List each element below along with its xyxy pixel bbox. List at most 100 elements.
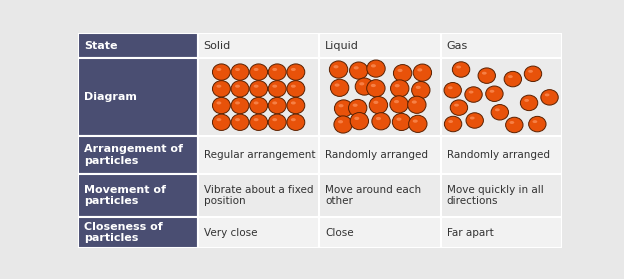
- Ellipse shape: [359, 82, 364, 85]
- Ellipse shape: [272, 85, 277, 88]
- Ellipse shape: [354, 66, 359, 69]
- Ellipse shape: [376, 117, 381, 120]
- Ellipse shape: [394, 84, 400, 87]
- Ellipse shape: [371, 64, 376, 68]
- Ellipse shape: [272, 68, 277, 71]
- Ellipse shape: [254, 85, 258, 88]
- Ellipse shape: [413, 64, 432, 81]
- Ellipse shape: [505, 117, 523, 133]
- Ellipse shape: [454, 104, 459, 107]
- FancyBboxPatch shape: [78, 58, 198, 136]
- Ellipse shape: [217, 85, 222, 88]
- Ellipse shape: [469, 91, 474, 93]
- Ellipse shape: [231, 81, 249, 97]
- Text: Move around each
other: Move around each other: [325, 185, 421, 206]
- Ellipse shape: [490, 90, 494, 93]
- FancyBboxPatch shape: [198, 33, 319, 58]
- Ellipse shape: [291, 85, 296, 88]
- Ellipse shape: [254, 101, 258, 104]
- Ellipse shape: [482, 72, 487, 75]
- Ellipse shape: [212, 64, 230, 80]
- Ellipse shape: [504, 71, 522, 87]
- Ellipse shape: [448, 86, 452, 89]
- Ellipse shape: [272, 101, 277, 104]
- Ellipse shape: [485, 86, 503, 102]
- Ellipse shape: [212, 114, 230, 131]
- Ellipse shape: [349, 62, 368, 79]
- Ellipse shape: [448, 120, 453, 123]
- Ellipse shape: [369, 97, 388, 114]
- Ellipse shape: [466, 113, 484, 128]
- Text: Closeness of
particles: Closeness of particles: [84, 222, 163, 243]
- Ellipse shape: [268, 97, 286, 114]
- Text: Close: Close: [325, 228, 354, 238]
- Ellipse shape: [532, 120, 537, 123]
- Ellipse shape: [452, 62, 470, 77]
- Text: Solid: Solid: [203, 41, 231, 51]
- Ellipse shape: [412, 81, 430, 99]
- Ellipse shape: [212, 97, 230, 114]
- Ellipse shape: [291, 101, 296, 104]
- Ellipse shape: [291, 68, 296, 71]
- Ellipse shape: [334, 83, 339, 87]
- Ellipse shape: [268, 64, 286, 80]
- Ellipse shape: [470, 117, 475, 119]
- Ellipse shape: [367, 60, 385, 77]
- FancyBboxPatch shape: [319, 33, 441, 58]
- Ellipse shape: [287, 97, 305, 114]
- Ellipse shape: [394, 100, 399, 103]
- FancyBboxPatch shape: [319, 174, 441, 217]
- Ellipse shape: [287, 64, 305, 80]
- Text: State: State: [84, 41, 117, 51]
- Ellipse shape: [235, 101, 240, 104]
- Ellipse shape: [396, 117, 401, 121]
- Ellipse shape: [391, 80, 409, 97]
- Ellipse shape: [407, 96, 426, 113]
- FancyBboxPatch shape: [319, 217, 441, 248]
- FancyBboxPatch shape: [198, 217, 319, 248]
- Ellipse shape: [412, 100, 417, 104]
- Ellipse shape: [409, 115, 427, 133]
- Ellipse shape: [217, 68, 222, 71]
- Ellipse shape: [528, 70, 533, 73]
- Ellipse shape: [524, 99, 529, 102]
- Ellipse shape: [393, 64, 412, 82]
- Ellipse shape: [235, 85, 240, 88]
- Ellipse shape: [371, 84, 376, 87]
- Ellipse shape: [329, 61, 348, 78]
- Ellipse shape: [217, 101, 222, 104]
- Text: Very close: Very close: [203, 228, 257, 238]
- Text: Regular arrangement: Regular arrangement: [203, 150, 315, 160]
- Ellipse shape: [444, 116, 462, 132]
- Ellipse shape: [287, 114, 305, 131]
- Ellipse shape: [508, 75, 513, 78]
- Ellipse shape: [390, 96, 408, 113]
- Ellipse shape: [478, 68, 495, 83]
- Ellipse shape: [353, 104, 358, 107]
- Ellipse shape: [250, 64, 268, 80]
- FancyBboxPatch shape: [441, 58, 562, 136]
- FancyBboxPatch shape: [319, 58, 441, 136]
- Ellipse shape: [217, 118, 222, 121]
- Text: Move quickly in all
directions: Move quickly in all directions: [447, 185, 544, 206]
- Ellipse shape: [254, 118, 258, 121]
- Ellipse shape: [334, 116, 353, 133]
- FancyBboxPatch shape: [78, 217, 198, 248]
- Text: Randomly arranged: Randomly arranged: [447, 150, 550, 160]
- Ellipse shape: [250, 97, 268, 114]
- FancyBboxPatch shape: [198, 58, 319, 136]
- Ellipse shape: [465, 87, 482, 102]
- Text: Vibrate about a fixed
position: Vibrate about a fixed position: [203, 185, 313, 206]
- Ellipse shape: [412, 119, 418, 123]
- Ellipse shape: [291, 118, 296, 121]
- Ellipse shape: [338, 120, 343, 123]
- Ellipse shape: [250, 81, 268, 97]
- Ellipse shape: [373, 101, 378, 104]
- FancyBboxPatch shape: [441, 174, 562, 217]
- FancyBboxPatch shape: [198, 136, 319, 174]
- Ellipse shape: [350, 112, 369, 130]
- Ellipse shape: [231, 97, 249, 114]
- Ellipse shape: [545, 93, 550, 96]
- Ellipse shape: [520, 95, 538, 111]
- Ellipse shape: [287, 81, 305, 97]
